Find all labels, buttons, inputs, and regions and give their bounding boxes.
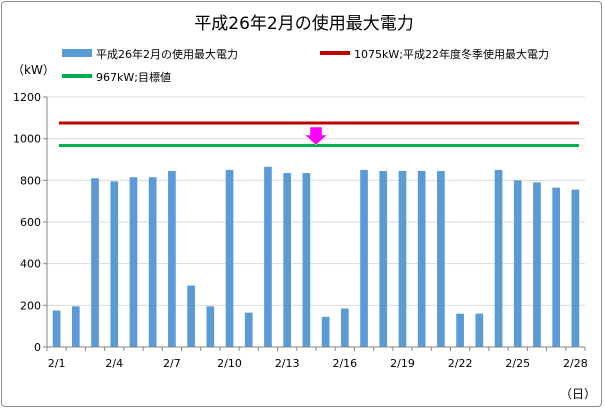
- bar: [187, 285, 195, 347]
- y-tick-label: 600: [20, 216, 41, 229]
- x-tick-label: 2/1: [48, 357, 66, 370]
- y-tick-label: 1000: [13, 133, 41, 146]
- legend-label-bars: 平成26年2月の使用最大電力: [96, 47, 238, 61]
- y-tick-label: 400: [20, 258, 41, 271]
- bar: [360, 169, 368, 347]
- bar: [321, 316, 330, 347]
- bar: [110, 181, 119, 347]
- x-tick-label: 2/10: [217, 357, 242, 370]
- legend: 平成26年2月の使用最大電力 1075kW;平成22年度冬季使用最大電力 967…: [62, 47, 549, 84]
- bar: [398, 170, 407, 347]
- chart-title: 平成26年2月の使用最大電力: [194, 13, 413, 34]
- bar: [475, 313, 484, 347]
- x-tick-label: 2/16: [332, 357, 357, 370]
- bar: [71, 306, 80, 347]
- y-tick-label: 1200: [13, 91, 41, 104]
- legend-swatch-winter-max: [320, 51, 350, 55]
- legend-swatch-bars: [62, 49, 92, 57]
- legend-label-target: 967kW;目標値: [96, 70, 171, 84]
- bar: [494, 169, 503, 347]
- bar: [283, 173, 292, 347]
- bar: [340, 308, 349, 347]
- x-axis-unit: （日）: [560, 387, 596, 401]
- bar: [513, 180, 522, 347]
- bar: [264, 166, 272, 347]
- y-tick-label: 0: [34, 341, 41, 354]
- bar: [148, 177, 157, 347]
- y-tick-labels: 0 200 400 600 800 1000 1200: [13, 91, 41, 354]
- x-tick-label: 2/13: [275, 357, 300, 370]
- legend-label-winter-max: 1075kW;平成22年度冬季使用最大電力: [354, 47, 549, 61]
- axes: [43, 96, 586, 351]
- bar: [302, 173, 311, 347]
- reference-lines: [59, 121, 579, 148]
- x-tick-label: 2/4: [105, 357, 123, 370]
- bar: [379, 170, 388, 347]
- x-tick-label: 2/7: [163, 357, 181, 370]
- x-tick-label: 2/25: [505, 357, 530, 370]
- bar: [552, 187, 561, 347]
- x-tick-label: 2/22: [448, 357, 473, 370]
- down-arrow-marker: [304, 126, 328, 146]
- bar: [571, 189, 580, 347]
- bar: [456, 313, 464, 347]
- y-tick-label: 800: [20, 174, 41, 187]
- bar: [417, 170, 426, 347]
- bar: [225, 169, 234, 347]
- bars: [52, 166, 580, 347]
- bar: [437, 170, 445, 347]
- bar: [533, 182, 541, 347]
- bar: [91, 178, 99, 347]
- x-tick-label: 2/19: [390, 357, 415, 370]
- y-tick-label: 200: [20, 299, 41, 312]
- bar: [206, 306, 215, 347]
- x-tick-labels: 2/1 2/4 2/7 2/10 2/13 2/16 2/19 2/22 2/25 2/28: [48, 357, 588, 370]
- bar: [244, 312, 253, 347]
- bar: [129, 177, 138, 347]
- x-tick-label: 2/28: [563, 357, 588, 370]
- legend-swatch-target: [62, 74, 92, 78]
- y-axis-unit: （kW）: [12, 63, 55, 77]
- bar: [52, 310, 61, 347]
- annotations: [304, 126, 328, 146]
- bar: [168, 170, 176, 347]
